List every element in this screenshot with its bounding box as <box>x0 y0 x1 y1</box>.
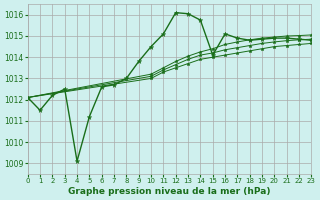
X-axis label: Graphe pression niveau de la mer (hPa): Graphe pression niveau de la mer (hPa) <box>68 187 271 196</box>
